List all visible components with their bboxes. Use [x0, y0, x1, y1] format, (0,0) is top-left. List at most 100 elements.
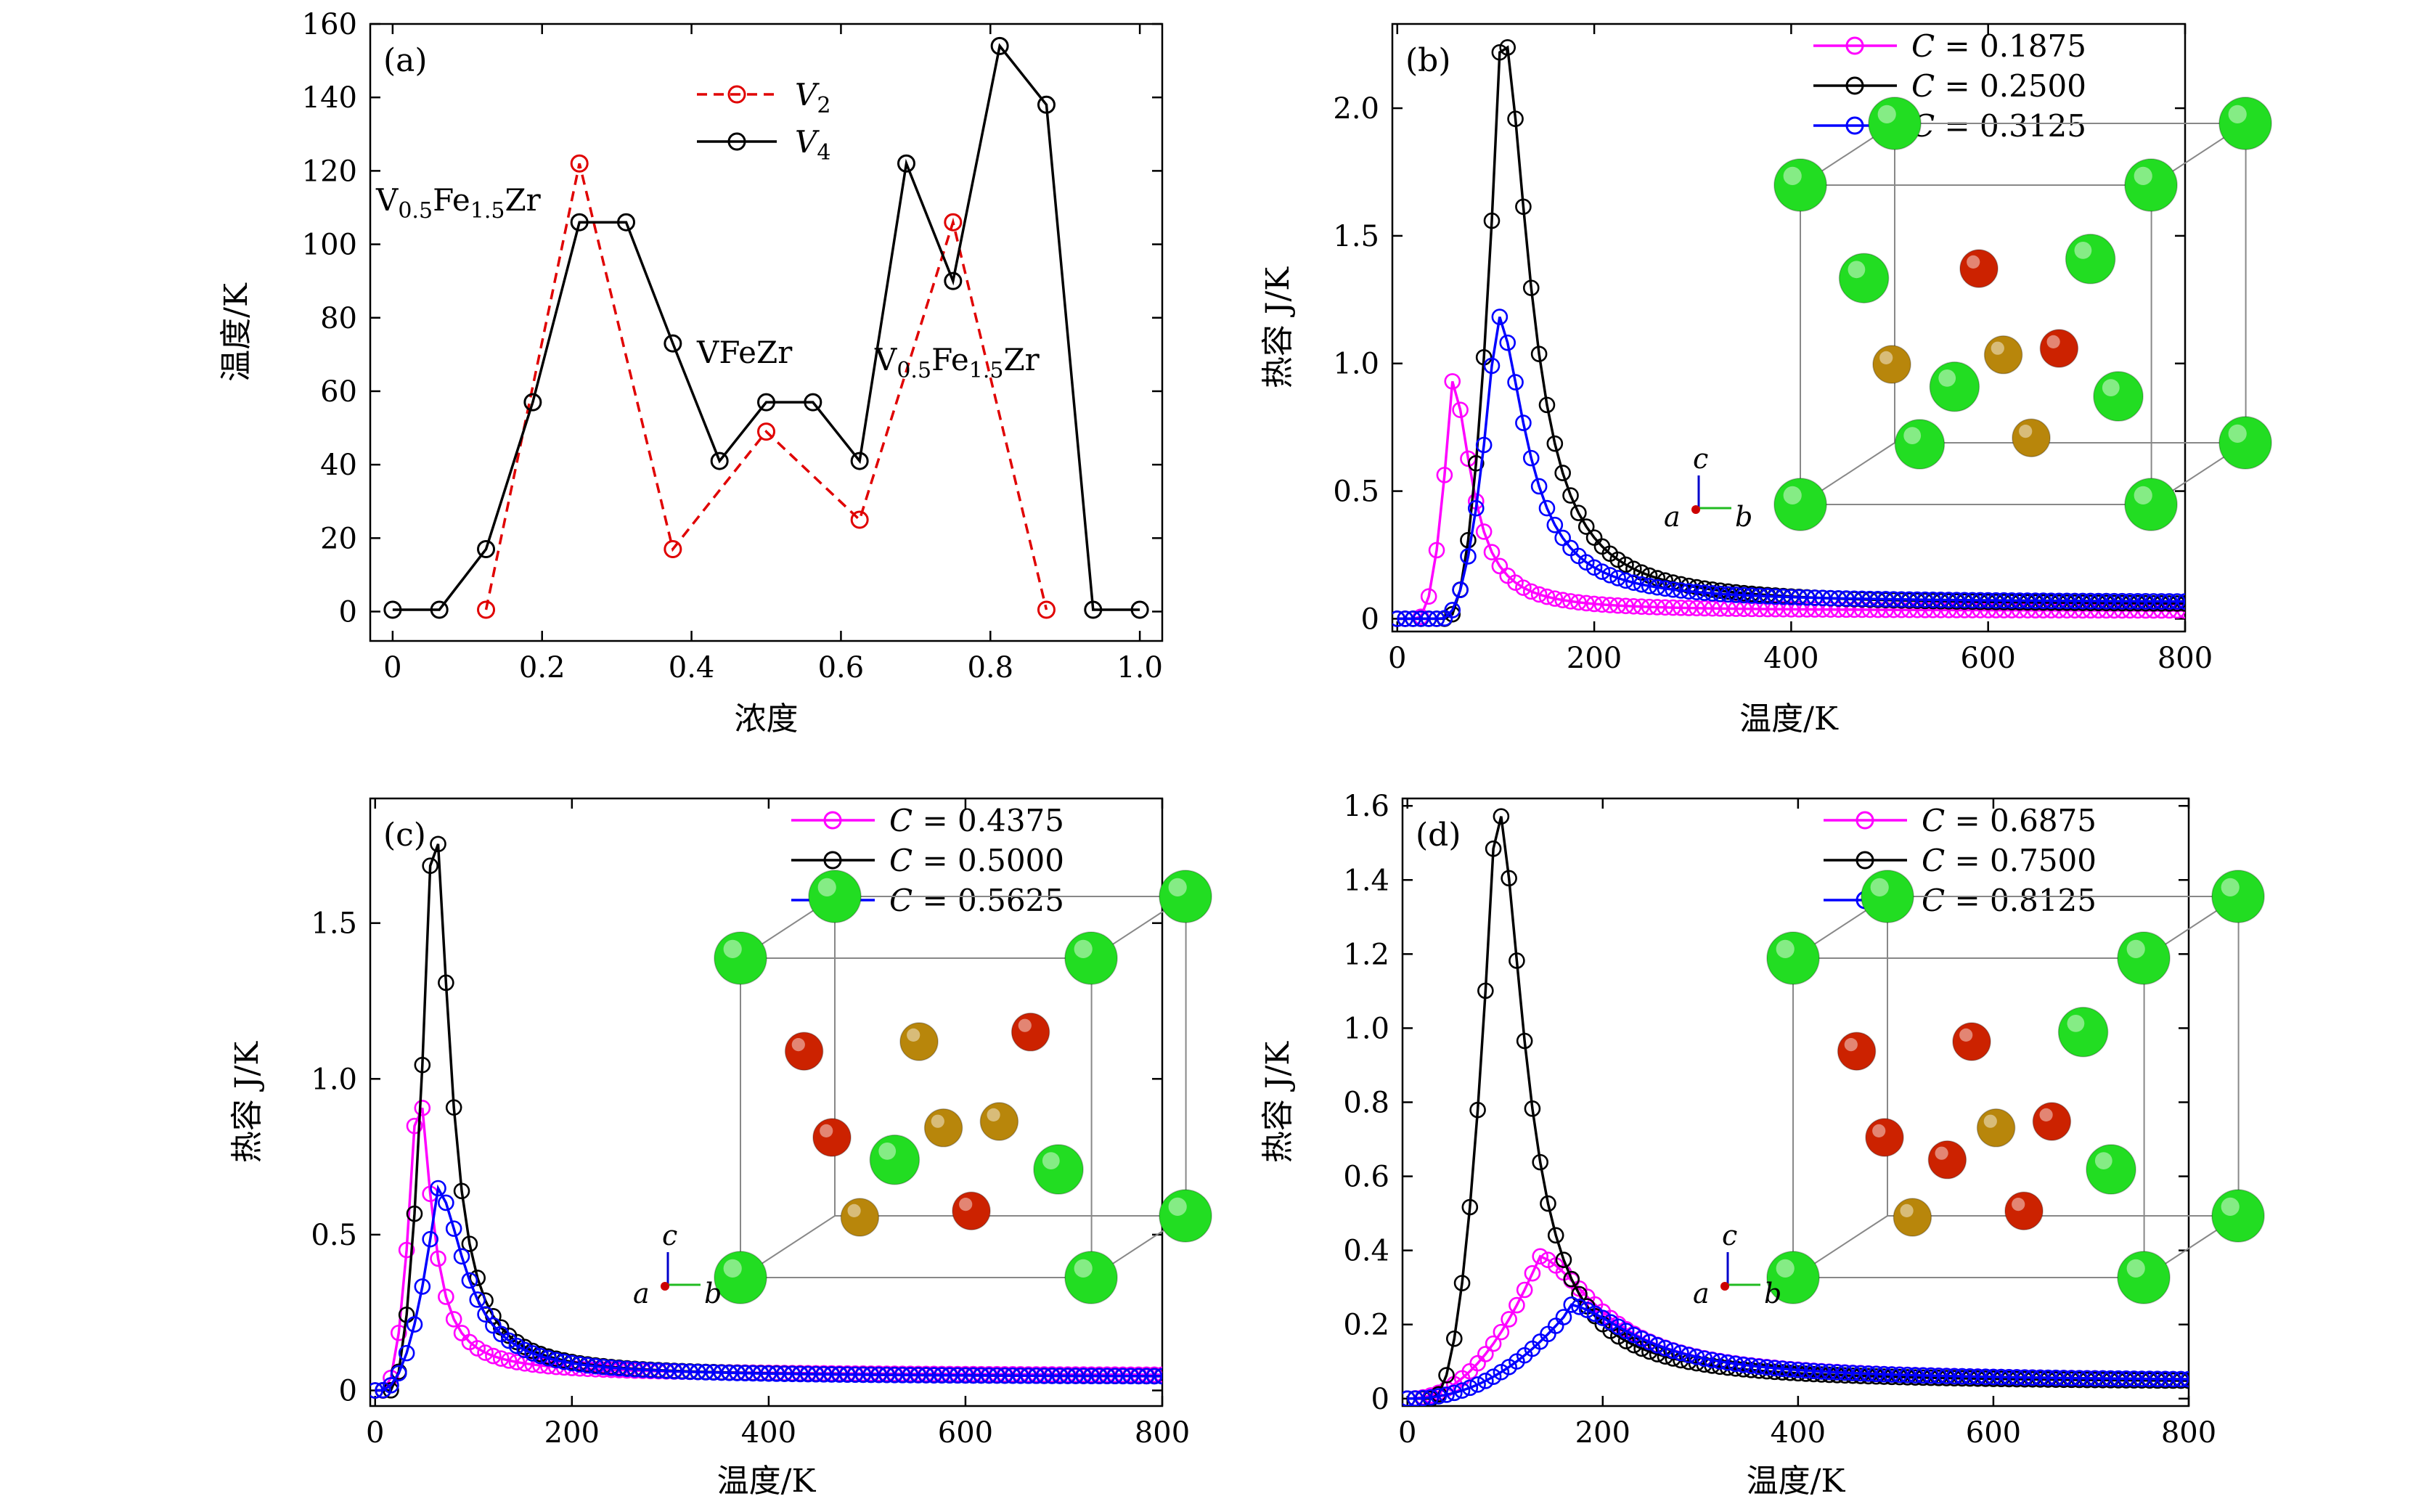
atom: [1033, 1144, 1084, 1195]
data-point: [1422, 1389, 1440, 1406]
data-point: [1522, 279, 1540, 296]
data-point: [1453, 1275, 1471, 1291]
data-point: [2137, 593, 2155, 610]
data-point-V4: [617, 213, 636, 232]
data-point: [406, 1205, 423, 1222]
legend-marker: [1856, 811, 1874, 830]
data-point: [1453, 1382, 1471, 1399]
data-point: [1720, 586, 1736, 603]
legend-label: V2: [795, 77, 830, 118]
data-point: [1719, 1354, 1736, 1371]
corner-atom: [1159, 1189, 1212, 1243]
data-point: [571, 1356, 588, 1373]
data-point: [1122, 1368, 1139, 1385]
atom: [2093, 371, 2144, 422]
atom: [979, 1102, 1019, 1141]
x-tick-label: 400: [1763, 642, 1818, 675]
data-point: [1485, 840, 1502, 857]
data-point: [1696, 580, 1713, 597]
data-point: [1477, 1346, 1494, 1362]
data-point: [2176, 593, 2185, 610]
data-point: [1853, 590, 1871, 608]
data-point: [902, 1367, 919, 1384]
data-point: [807, 1365, 825, 1383]
data-point: [1758, 1359, 1776, 1376]
data-point: [1838, 590, 1855, 607]
data-point: [1798, 589, 1816, 606]
data-point: [1138, 1368, 1155, 1385]
data-point: [469, 1291, 486, 1308]
axis-b-label: b: [1735, 501, 1752, 533]
data-point: [1853, 601, 1871, 618]
data-point: [1766, 1360, 1783, 1377]
data-point: [1609, 597, 1626, 614]
data-point: [1444, 373, 1461, 390]
x-tick-label: 0: [1398, 1416, 1416, 1450]
corner-atom: [2124, 158, 2178, 212]
y-axis-title: 热容 J/K: [229, 1041, 266, 1163]
data-point: [1438, 1367, 1455, 1384]
data-point: [1617, 597, 1634, 615]
atom: [1927, 1140, 1967, 1180]
data-point: [1641, 1333, 1658, 1351]
data-point: [862, 1366, 880, 1384]
data-point: [1020, 1368, 1037, 1384]
data-point: [1407, 1390, 1424, 1406]
data-point: [524, 1345, 541, 1362]
series-line-V4: [392, 43, 1140, 611]
y-tick-label: 0: [1361, 602, 1379, 636]
x-tick-label: 0.2: [519, 651, 566, 685]
data-point: [1641, 598, 1658, 616]
data-point: [705, 1364, 722, 1381]
data-point: [2110, 1370, 2127, 1387]
legend-marker: [823, 811, 842, 830]
data-point: [1403, 1390, 1416, 1406]
data-point: [1875, 1365, 1893, 1383]
legend-marker: [727, 85, 746, 104]
x-tick-label: 400: [741, 1416, 796, 1450]
data-point: [1593, 563, 1611, 580]
data-point: [391, 1324, 407, 1341]
data-point: [1461, 1198, 1479, 1216]
data-point: [1673, 582, 1689, 599]
data-point: [1483, 357, 1501, 375]
data-point: [918, 1367, 935, 1384]
y-tick-label: 60: [320, 375, 357, 409]
data-point: [1059, 1368, 1077, 1384]
legend-label: C = 0.3125: [1911, 108, 2086, 144]
y-tick-label: 0: [339, 596, 357, 629]
data-point: [398, 1307, 415, 1323]
data-point: [1004, 1367, 1021, 1384]
data-point: [1657, 599, 1674, 616]
data-point: [1563, 1296, 1580, 1313]
atom-highlight: [2046, 335, 2060, 348]
data-point: [1468, 455, 1485, 472]
atom-highlight: [1848, 261, 1866, 279]
data-point: [1860, 1365, 1877, 1382]
data-point: [1493, 808, 1510, 825]
corner-atom: [714, 1251, 767, 1304]
data-point: [1397, 610, 1413, 627]
data-point: [1507, 110, 1524, 128]
data-point: [642, 1362, 659, 1378]
data-point: [1633, 1331, 1650, 1347]
data-point: [1633, 564, 1650, 581]
data-point: [957, 1367, 974, 1384]
data-point: [1837, 1364, 1853, 1381]
data-point: [989, 1367, 1005, 1384]
atom-highlight: [907, 1028, 920, 1042]
data-point: [1988, 592, 2004, 609]
data-point: [1735, 1356, 1752, 1373]
x-tick-label: 0.6: [818, 651, 865, 685]
atom-highlight: [959, 1198, 973, 1211]
data-point: [1067, 1368, 1085, 1384]
data-point: [1633, 598, 1650, 616]
y-tick-label: 0: [339, 1375, 357, 1408]
data-point: [611, 1360, 628, 1377]
data-point: [1688, 600, 1705, 617]
data-point: [579, 1357, 596, 1374]
data-point: [1742, 1357, 1760, 1374]
x-tick-label: 800: [1135, 1416, 1190, 1450]
corner-atom: [1766, 1251, 1820, 1304]
atom: [1976, 1108, 2016, 1148]
